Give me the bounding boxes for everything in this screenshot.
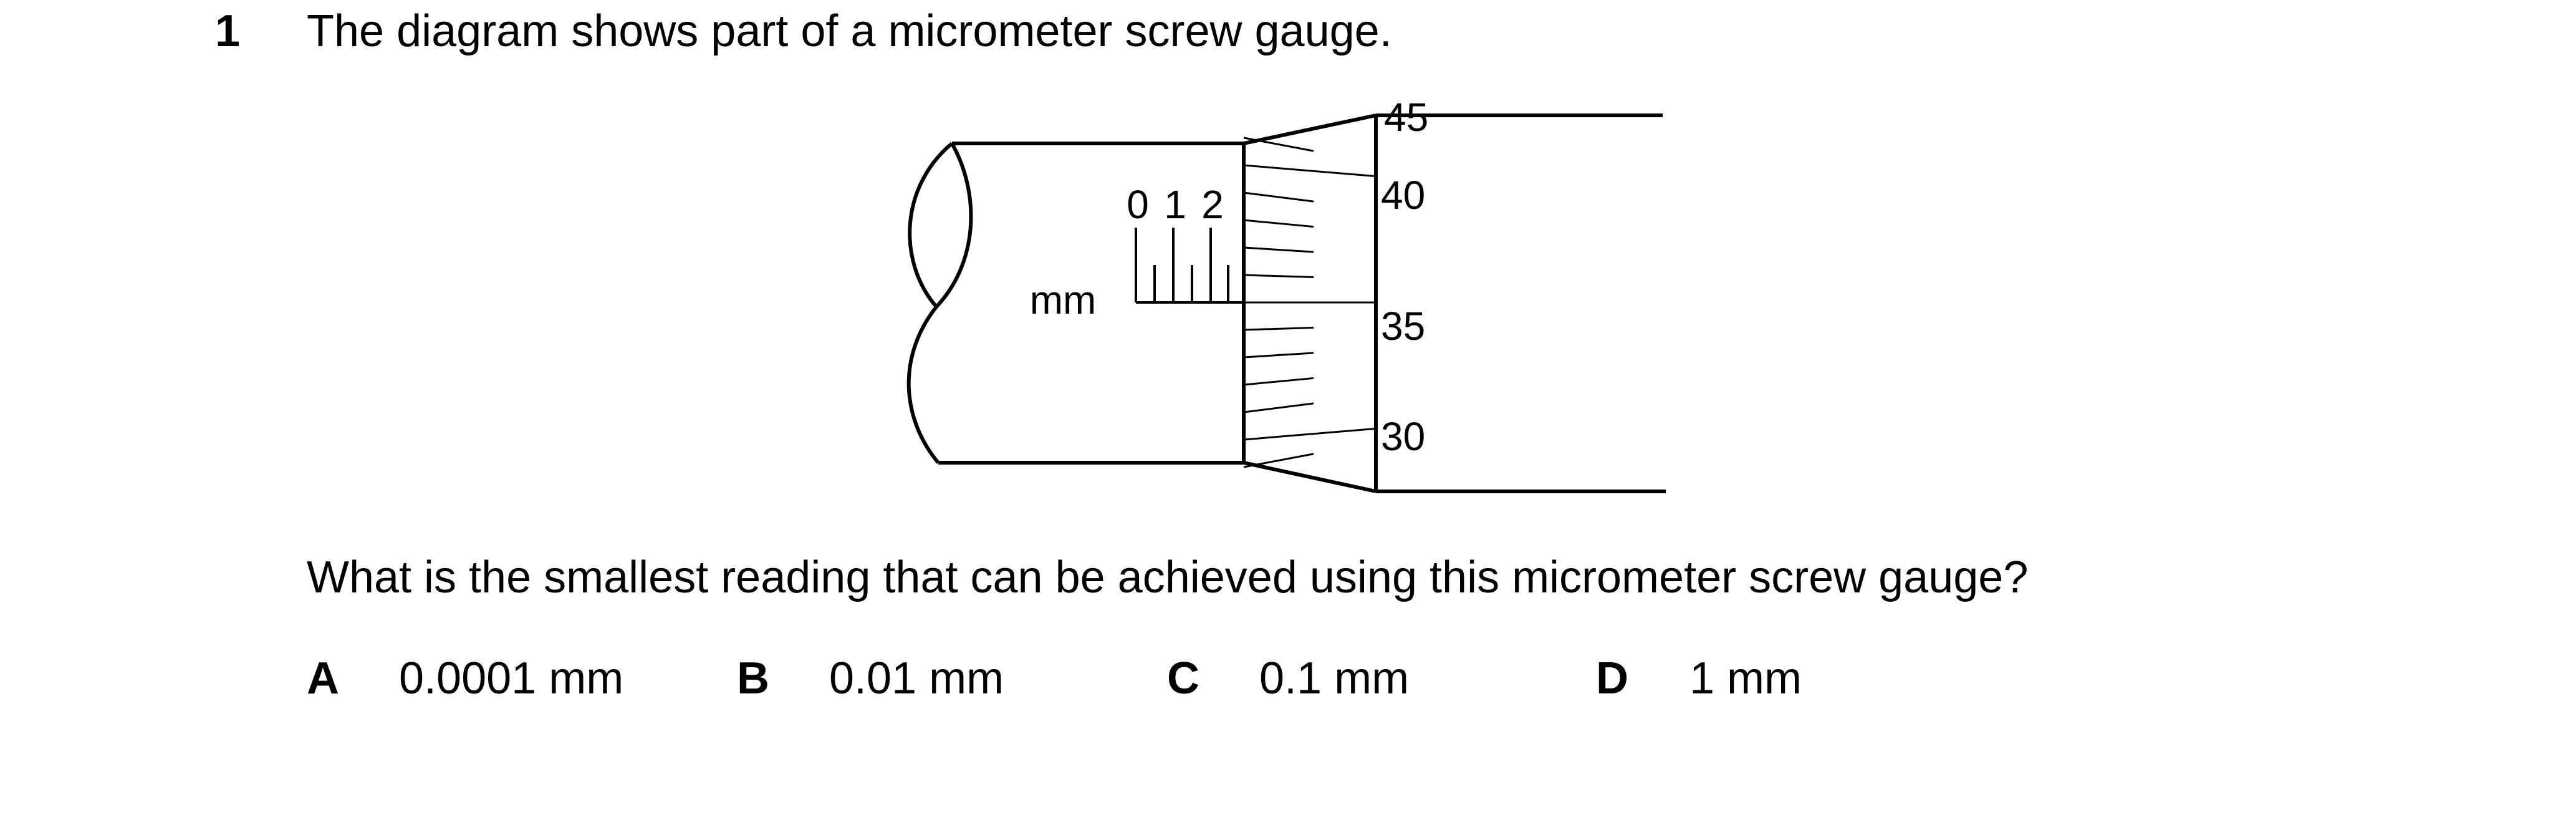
question-prompt: What is the smallest reading that can be…	[307, 552, 2029, 602]
frame-break-inner-curve	[935, 142, 973, 309]
question-number: 1	[215, 6, 241, 56]
thimble-tick	[1243, 402, 1314, 413]
thimble-tick	[1243, 246, 1314, 253]
thimble-bevel-top	[1243, 113, 1377, 145]
sleeve-scale	[1135, 228, 1244, 304]
sleeve-label-2: 2	[1201, 182, 1224, 227]
sleeve-label-1: 1	[1164, 182, 1186, 227]
option-b-text[interactable]: 0.01 mm	[829, 654, 1004, 703]
thimble-scale	[1243, 137, 1377, 468]
thimble-label-40: 40	[1381, 173, 1425, 218]
thimble-tick	[1243, 427, 1377, 441]
option-c-letter: C	[1167, 654, 1199, 703]
thimble-tick	[1243, 326, 1314, 331]
thimble-tick	[1243, 137, 1314, 152]
thimble-bevel-bottom	[1243, 461, 1377, 493]
thimble-tick	[1243, 377, 1314, 386]
option-d-letter: D	[1596, 654, 1628, 703]
thimble-tick	[1243, 219, 1314, 228]
option-c-text[interactable]: 0.1 mm	[1259, 654, 1410, 703]
option-b-letter: B	[737, 654, 769, 703]
thimble-tick	[1243, 352, 1314, 359]
frame-break-curve	[906, 142, 953, 464]
thimble-tick	[1243, 453, 1314, 468]
thimble-tick	[1243, 274, 1314, 279]
option-a-text[interactable]: 0.0001 mm	[399, 654, 624, 703]
sleeve-label-0: 0	[1127, 182, 1149, 227]
option-d-text[interactable]: 1 mm	[1689, 654, 1802, 703]
question-stem: The diagram shows part of a micrometer s…	[307, 6, 1392, 56]
thimble-tick	[1243, 191, 1314, 203]
option-a-letter: A	[307, 654, 339, 703]
thimble-tick	[1243, 164, 1377, 178]
thimble-label-35: 35	[1381, 304, 1425, 349]
thimble-label-30: 30	[1381, 414, 1425, 459]
sleeve-unit-label: mm	[1030, 277, 1097, 322]
thimble-label-45: 45	[1384, 95, 1428, 140]
